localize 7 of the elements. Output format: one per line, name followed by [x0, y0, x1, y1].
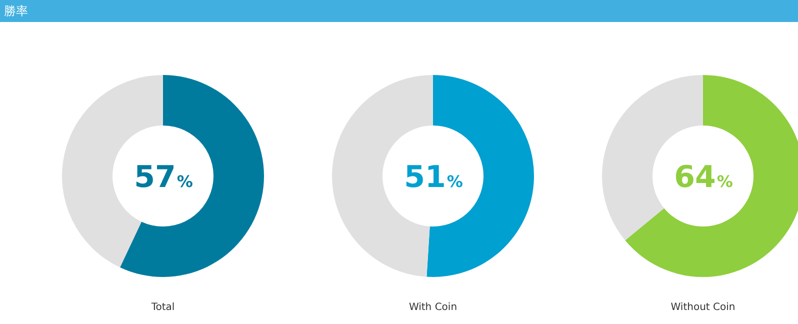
text: 勝率: [4, 4, 28, 18]
text: Without Coin: [670, 302, 736, 313]
data-label: 51%: [404, 160, 463, 195]
text: Total: [150, 302, 176, 313]
data-label: 64%: [674, 160, 733, 195]
data-label: 57%: [134, 160, 193, 195]
text: With Coin: [408, 302, 458, 313]
